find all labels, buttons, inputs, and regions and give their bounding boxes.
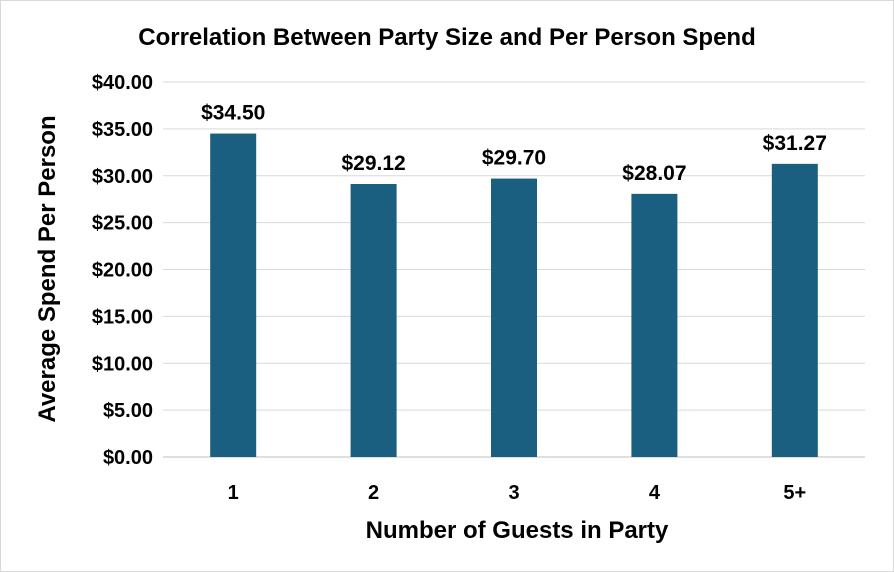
y-axis-title: Average Spend Per Person [34, 115, 61, 422]
data-label: $28.07 [622, 162, 686, 185]
y-tick-label: $35.00 [92, 119, 153, 141]
x-axis-title: Number of Guests in Party [366, 517, 669, 544]
y-tick-label: $5.00 [103, 400, 153, 422]
x-tick-label: 2 [368, 482, 379, 504]
y-tick-label: $15.00 [92, 306, 153, 328]
bars [210, 133, 818, 457]
bar [210, 133, 257, 457]
x-tick-label: 3 [508, 482, 519, 504]
x-axis-ticks: 1 2 3 4 5+ [228, 482, 807, 504]
x-tick-label: 1 [228, 482, 239, 504]
bar [350, 184, 397, 457]
data-label: $29.12 [341, 152, 405, 175]
y-tick-label: $10.00 [92, 353, 153, 375]
data-label: $31.27 [763, 132, 827, 155]
y-tick-label: $30.00 [92, 166, 153, 188]
bar [491, 178, 537, 457]
x-tick-label: 5+ [783, 482, 806, 504]
y-tick-label: $40.00 [92, 72, 153, 94]
data-label: $34.50 [201, 102, 265, 125]
chart-title: Correlation Between Party Size and Per P… [138, 24, 756, 51]
bar [771, 163, 818, 457]
y-tick-label: $20.00 [92, 260, 153, 282]
y-tick-label: $0.00 [103, 447, 153, 469]
bar [631, 193, 678, 457]
x-tick-label: 4 [649, 482, 661, 504]
y-axis-ticks: $0.00 $5.00 $10.00 $15.00 $20.00 $25.00 $30.00… [92, 72, 153, 469]
data-labels: $34.50 $29.12 $29.70 $28.07 $31.27 [201, 102, 827, 185]
y-tick-label: $25.00 [92, 213, 153, 235]
data-label: $29.70 [482, 147, 546, 170]
